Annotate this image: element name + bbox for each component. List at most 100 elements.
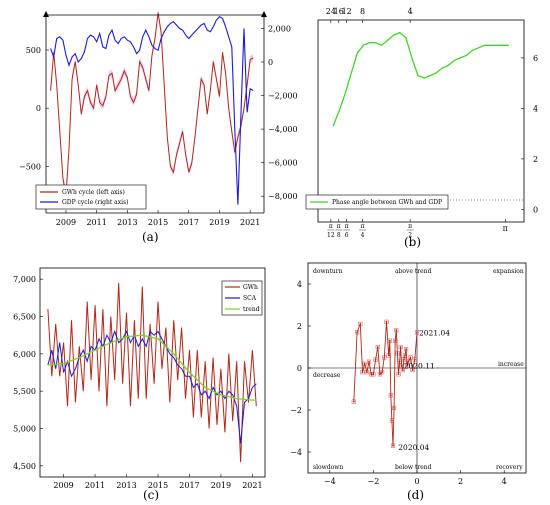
trajectory-point <box>381 371 384 374</box>
panel-c-x-tick-label: 2011 <box>85 481 105 490</box>
panel-a-y-left-ticks: 500 0 −500 <box>19 46 49 171</box>
panel-c-y-tick-label: 5,000 <box>13 424 36 433</box>
panel-c-x-tick-label: 2017 <box>179 481 199 490</box>
quadrant-label-expansion: expansion <box>493 268 524 275</box>
trajectory-point <box>401 369 404 371</box>
panel-a-label: (a) <box>142 230 159 244</box>
panel-a-x-tick-label: 2013 <box>117 218 137 227</box>
panel-b-x-bottom-tick-denominator: 6 <box>345 232 349 239</box>
panel-c-y-ticks: 7,000 6,500 6,000 5,500 5,000 4,500 <box>13 275 43 471</box>
panel-a-arrow-right <box>261 11 267 17</box>
panel-d-y-tick-label: 0 <box>297 364 302 373</box>
trajectory-point <box>411 369 414 371</box>
quadrant-label-above-trend: above trend <box>395 268 432 275</box>
gwh-line <box>47 282 257 463</box>
panel-c-x-tick-label: 2021 <box>242 481 262 490</box>
trajectory-point <box>397 373 400 376</box>
panel-b-x-bottom-tick-numerator: π <box>337 223 341 230</box>
panel-d-y-tick-label: 2 <box>297 322 302 331</box>
panel-b-x-bottom-tick-denominator: 8 <box>337 232 341 239</box>
panel-b-x-bottom-tick-denominator: 12 <box>327 232 335 239</box>
panel-a-legend-label-gwh: GWh cycle (left axis) <box>62 189 125 196</box>
quadrant-label-below-trend: below trend <box>395 464 432 471</box>
panel-d-y-ticks: 4 2 0 −2 −4 <box>290 280 311 457</box>
trajectory-point <box>356 331 358 334</box>
panel-c-legend: GWh SCA trend <box>221 280 263 316</box>
panel-b-label: (b) <box>404 235 421 249</box>
trajectory-point <box>413 358 416 361</box>
panel-a: 2009 2011 2013 2015 2017 2019 2021 500 0 −500 2,… <box>19 8 298 244</box>
trajectory-point <box>365 371 368 374</box>
trajectory-point <box>352 400 355 403</box>
panel-a-y-right-tick-label: −8,000 <box>268 192 298 201</box>
panel-a-x-tick-label: 2011 <box>86 218 106 227</box>
panel-b-y-tick-label: 6 <box>533 54 538 63</box>
quadrant-label-increase: increase <box>498 361 524 368</box>
trajectory-point <box>400 365 403 367</box>
panel-b-x-top-tick-label: 16 <box>334 7 344 16</box>
trajectory-point <box>363 362 366 365</box>
trajectory-point <box>392 444 394 447</box>
trajectory-point <box>374 358 377 361</box>
panel-b-x-top-tick-label: 8 <box>360 7 365 16</box>
panel-b-x-bottom-tick-label: π <box>503 224 508 233</box>
panel-b-x-top-tick-label: 24 <box>326 7 336 16</box>
trajectory-point <box>403 358 405 361</box>
trajectory-point <box>405 348 407 350</box>
panel-b-x-bottom-tick-numerator: π <box>329 223 333 230</box>
panel-a-y-right-tick-label: 0 <box>268 58 273 67</box>
trajectory-point <box>416 331 418 334</box>
panel-b-x-bottom-tick-denominator: 2 <box>408 232 412 239</box>
panel-b-lines <box>332 31 509 127</box>
quadrant-label-downturn: downturn <box>313 268 343 275</box>
panel-d-label: (d) <box>407 488 424 502</box>
trajectory-point <box>393 407 396 409</box>
trajectory-annotation: 2020.04 <box>398 443 429 452</box>
quadrant-label-decrease: decrease <box>313 372 341 379</box>
panel-b-x-top-tick-label: 12 <box>342 7 352 16</box>
panel-a-y-right-tick-label: −4,000 <box>268 125 298 134</box>
panel-c-x-tick-label: 2019 <box>211 481 231 490</box>
panel-d-y-tick-label: 4 <box>297 280 302 289</box>
trajectory-point <box>391 419 393 422</box>
panel-d-quadrant-labels: downturn above trend expansion decrease … <box>313 268 524 471</box>
panel-b-y-tick-label: 2 <box>533 155 538 164</box>
panel-b-y-ticks: 6 4 2 0 <box>521 54 538 214</box>
panel-a-y-left-tick-label: −500 <box>19 162 41 171</box>
panel-c-y-tick-label: 4,500 <box>13 462 36 471</box>
panel-b-legend: Phase angle between GWh and GDP <box>305 194 449 210</box>
panel-b-y-tick-label: 4 <box>533 104 538 113</box>
panel-d-y-tick-label: −4 <box>290 448 302 457</box>
panel-b-x-bottom-tick-numerator: π <box>408 223 412 230</box>
panel-c-x-tick-label: 2015 <box>148 481 168 490</box>
trajectory-point <box>379 373 381 376</box>
panel-b-x-bottom-tick-numerator: π <box>345 223 349 230</box>
panel-b-x-bottom-tick-denominator: 4 <box>361 232 365 239</box>
panel-c-frame <box>39 267 266 478</box>
panel-c-legend-label-trend: trend <box>243 306 260 313</box>
panel-a-legend-label-gdp: GDP cycle (right axis) <box>62 199 129 206</box>
trajectory-point <box>368 360 370 363</box>
panel-d-x-tick-label: 2 <box>458 477 463 486</box>
panel-a-x-tick-label: 2019 <box>209 218 229 227</box>
panel-c-y-tick-label: 5,500 <box>13 387 36 396</box>
panel-a-lines <box>50 12 254 205</box>
panel-a-y-left-tick-label: 500 <box>26 46 41 55</box>
panel-d-x-tick-label: 0 <box>414 477 419 486</box>
trajectory-point <box>407 360 410 363</box>
panel-b-x-top-tick-label: 4 <box>408 7 413 16</box>
trajectory-point <box>387 354 390 357</box>
panel-b-legend-box <box>305 194 449 210</box>
trajectory-point <box>389 394 392 397</box>
trajectory-point <box>395 329 398 332</box>
panel-d-x-tick-label: −2 <box>368 477 380 486</box>
gwh-cycle-line <box>50 12 254 196</box>
trajectory-point <box>396 352 399 355</box>
trajectory-point <box>372 373 375 376</box>
panel-a-legend: GWh cycle (left axis) GDP cycle (right a… <box>35 184 147 210</box>
trajectory-point <box>370 373 373 376</box>
panel-a-y-right-tick-label: −6,000 <box>268 159 298 168</box>
